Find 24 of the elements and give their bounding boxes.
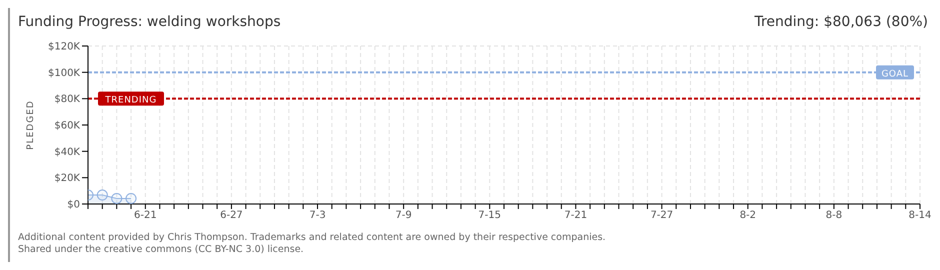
text: Additional content provided by Chris Thompson. Trademarks and related content are owned by their respective companies. bbox=[18, 232, 606, 244]
y-tick-label: $120K bbox=[48, 42, 80, 53]
ref-line-label: TRENDING bbox=[104, 96, 157, 106]
x-tick-label: 8-14 bbox=[908, 210, 932, 222]
x-tick-label: 7-15 bbox=[478, 210, 502, 222]
x-tick-label: 7-9 bbox=[395, 210, 412, 222]
x-tick-label: 7-3 bbox=[309, 210, 326, 222]
x-tick-label: 7-21 bbox=[564, 210, 588, 222]
x-tick-label: 8-2 bbox=[740, 210, 756, 222]
y-tick-label: $100K bbox=[48, 68, 80, 79]
y-tick-label: $40K bbox=[54, 146, 80, 158]
x-tick-label: 6-21 bbox=[134, 210, 157, 222]
y-tick-label: $0 bbox=[67, 200, 80, 211]
text: Shared under the creative commons (CC BY-NC 3.0) license. bbox=[18, 244, 305, 256]
chart-title: Funding Progress: welding workshops bbox=[18, 14, 281, 30]
ref-line-label: GOAL bbox=[881, 69, 909, 80]
y-tick-label: $20K bbox=[54, 173, 80, 184]
x-tick-label: 6-27 bbox=[220, 210, 243, 222]
y-tick-label: $60K bbox=[54, 120, 80, 132]
x-tick-label: 8-8 bbox=[826, 210, 842, 222]
y-tick-label: $80K bbox=[54, 94, 80, 106]
y-axis-title: PLEDGED bbox=[26, 100, 36, 150]
x-tick-label: 7-27 bbox=[650, 210, 674, 222]
text: Trending: $80,063 (80%) bbox=[754, 14, 928, 30]
